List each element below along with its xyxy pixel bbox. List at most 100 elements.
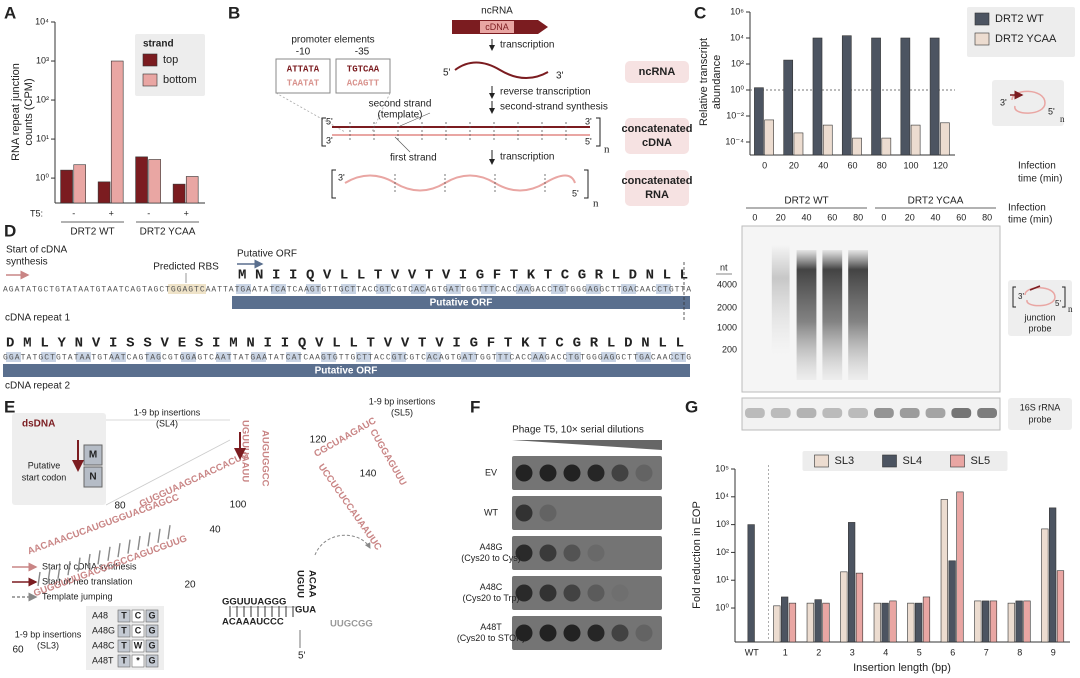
lane-label: 20 (776, 212, 786, 222)
x-tick-label: 8 (1017, 647, 1022, 657)
rna-sequence: UGUU (294, 570, 305, 598)
label: T (121, 655, 127, 665)
plaque-spot (635, 624, 653, 642)
panel-label: B (228, 3, 240, 22)
legend-label: DRT2 YCAA (995, 33, 1057, 45)
y-axis-label: Fold reduction in EOP (691, 501, 703, 609)
plaque-spot (587, 624, 605, 642)
position-label: 100 (230, 500, 247, 511)
label: 5' (298, 651, 306, 662)
bar (754, 87, 764, 156)
codon-highlight (671, 352, 686, 362)
label: n (1068, 304, 1073, 314)
rrna-band (951, 408, 972, 418)
x-tick-label: 20 (789, 160, 799, 170)
base-pair (107, 546, 111, 561)
label: T (121, 610, 127, 620)
line (1029, 285, 1041, 291)
codon-highlight (621, 284, 636, 294)
y-tick-label: 10⁰ (35, 172, 49, 182)
y-tick-label: 10⁰ (715, 602, 729, 612)
y-tick-label: 10⁴ (730, 32, 744, 42)
rrna-band (899, 408, 920, 418)
gel-smear (848, 250, 868, 380)
codon-highlight (496, 352, 511, 362)
label: N (89, 472, 96, 483)
x-tick-label: - (147, 208, 150, 218)
label: time (min) (1008, 215, 1052, 226)
gel-smear (796, 250, 817, 380)
codon-box (83, 444, 103, 466)
x-tick-label: 1 (783, 647, 788, 657)
bar (956, 491, 964, 643)
y-tick-label: 10² (36, 94, 49, 104)
position-label: 140 (360, 469, 377, 480)
bar (910, 124, 921, 156)
legend-swatch (882, 454, 897, 468)
base-pair (157, 528, 161, 543)
x-tick-label: WT (745, 647, 759, 657)
bar (822, 602, 830, 643)
bar (764, 119, 774, 156)
table-cell (145, 654, 159, 668)
label: Putative ORF (315, 366, 378, 377)
table-cell (145, 609, 159, 623)
y-tick-label: 10⁴ (715, 491, 729, 501)
label: cDNA (485, 22, 509, 32)
icon-box (992, 80, 1064, 126)
bar (793, 132, 804, 156)
codon-highlight (216, 352, 231, 362)
line (105, 439, 231, 506)
label: Putative ORF (237, 249, 297, 260)
stage-label: cDNA (642, 137, 672, 149)
lane-label: 40 (801, 212, 811, 222)
bar (1007, 602, 1015, 643)
codon-highlight (656, 284, 671, 294)
codon-highlight (551, 284, 566, 294)
legend-label: top (163, 54, 178, 66)
codon-highlight (636, 352, 651, 362)
label: DRT2 WT (784, 196, 828, 207)
y-axis-label: counts (CPM) (23, 78, 35, 145)
codon-highlight (6, 352, 21, 362)
label: Predicted RBS (153, 262, 219, 273)
lane-label: 40 (930, 212, 940, 222)
label: TAATAT (287, 78, 320, 88)
codon-highlight (411, 284, 426, 294)
label: 5' (1055, 299, 1061, 308)
panel-label: D (4, 221, 16, 240)
label: start codon (22, 472, 67, 482)
label: transcription (500, 152, 554, 163)
label: 3' (585, 116, 592, 126)
table-cell (117, 639, 131, 653)
group-label: DRT2 WT (70, 227, 114, 238)
legend-swatch (974, 32, 990, 46)
lane-label: 0 (881, 212, 886, 222)
bar (806, 602, 814, 643)
plaque-spot (587, 544, 605, 562)
y-tick-label: 10³ (36, 55, 49, 65)
marker-label: 200 (722, 344, 737, 354)
label: nt (720, 262, 728, 272)
codon-highlight (376, 284, 391, 294)
label: Putative (28, 460, 61, 470)
label: -10 (296, 47, 311, 58)
label: ATTATA (287, 64, 320, 74)
bar (848, 522, 856, 643)
plaque-spot (611, 624, 629, 642)
label: n (1060, 114, 1065, 124)
x-tick-label: 5 (917, 647, 922, 657)
label: TGTCAA (347, 64, 380, 74)
rna-wave (454, 61, 549, 79)
lane-label: 20 (905, 212, 915, 222)
plaque-spot (611, 464, 629, 482)
panel-label: G (685, 397, 698, 416)
label: first strand (390, 153, 437, 164)
label: EV (485, 467, 497, 477)
stage-label: RNA (645, 189, 669, 201)
bar (148, 159, 161, 204)
table-cell (131, 654, 145, 668)
line (371, 92, 391, 133)
codon-highlight (271, 284, 286, 294)
label: WT (484, 507, 498, 517)
